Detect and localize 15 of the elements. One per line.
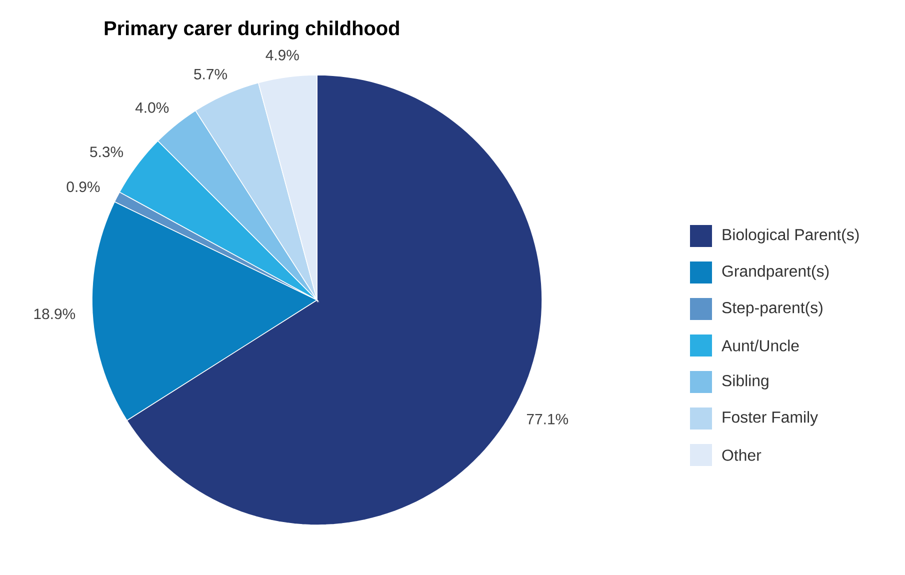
data-label: 4.0% — [135, 102, 169, 113]
data-label: 5.3% — [90, 146, 123, 158]
legend-label: Grandparent(s) — [722, 265, 829, 280]
legend-label: Step-parent(s) — [722, 302, 822, 316]
legend-label: Biological Parent(s) — [722, 228, 859, 244]
data-label: 0.9% — [66, 182, 100, 192]
chart-title: Primary carer during childhood — [104, 20, 399, 40]
legend-label: Other — [722, 449, 762, 461]
legend-label: Aunt/Uncle — [722, 340, 799, 352]
legend-label: Foster Family — [722, 411, 818, 426]
legend-label: Sibling — [722, 374, 768, 390]
data-label: 5.7% — [194, 68, 227, 80]
data-label: 18.9% — [34, 308, 76, 320]
data-label: 4.9% — [266, 50, 299, 60]
data-label: 77.1% — [526, 414, 568, 424]
